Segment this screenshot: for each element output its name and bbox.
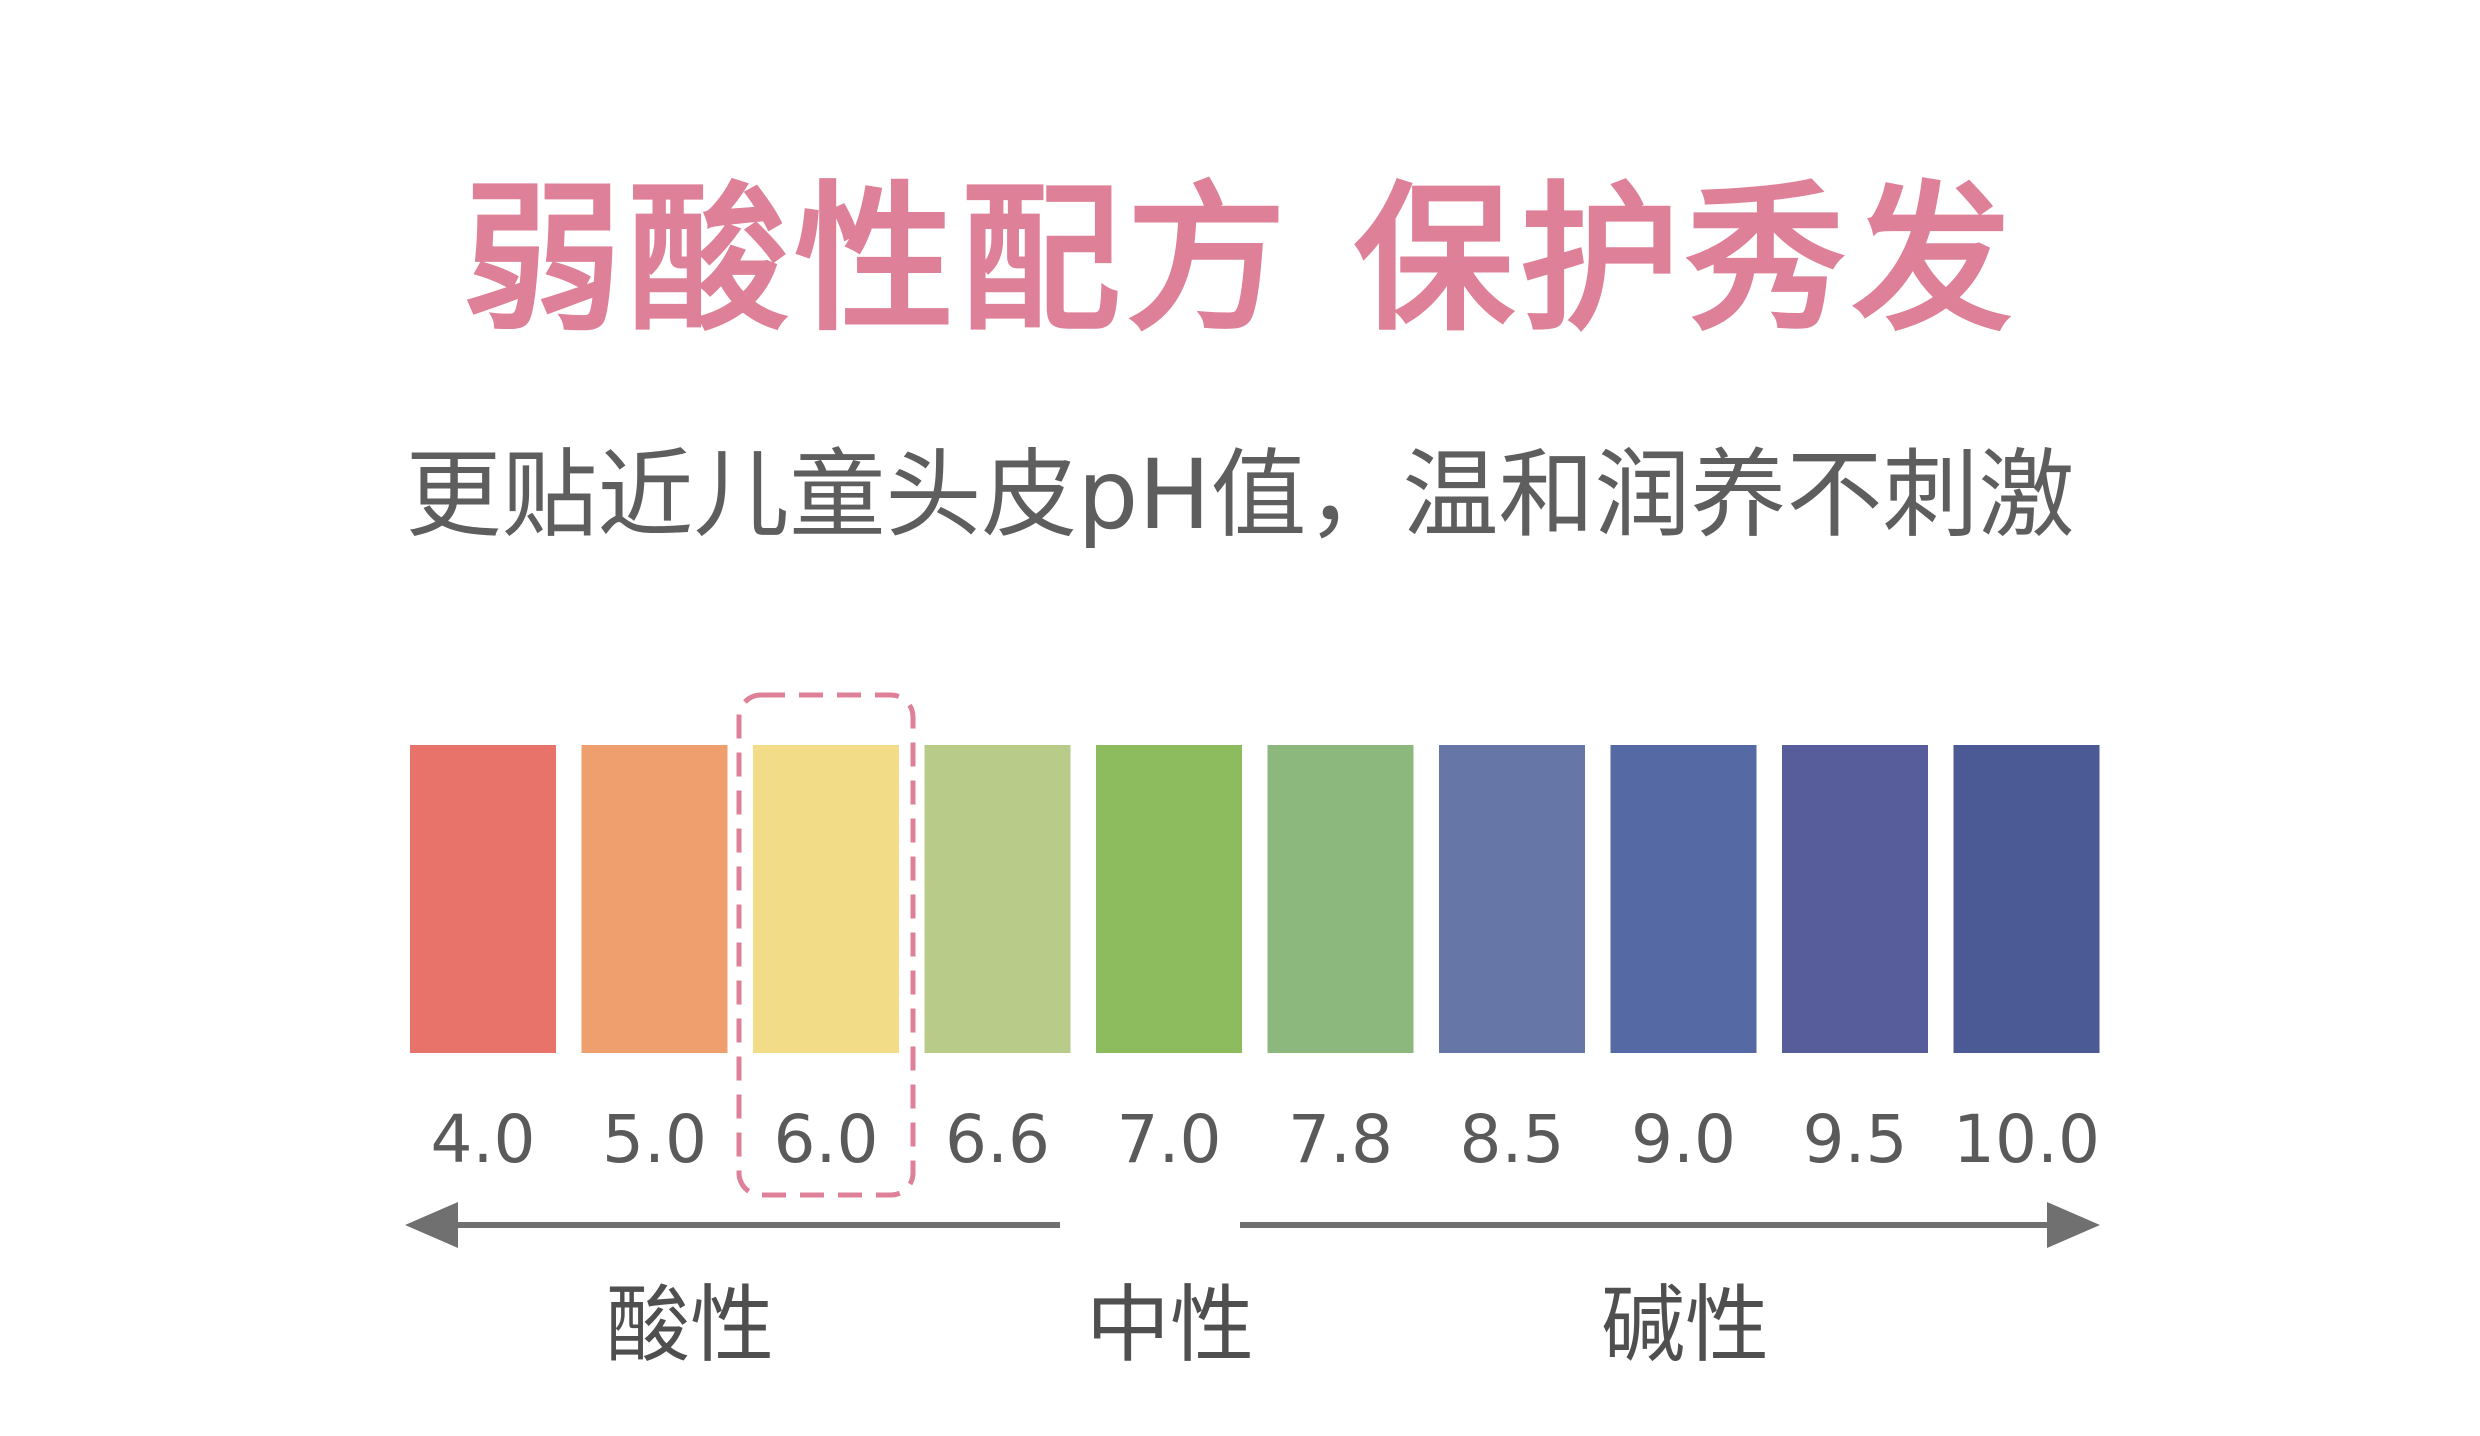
neutral-label: 中性 — [1085, 1276, 1254, 1374]
ph-value-6-6: 6.6 — [945, 1101, 1050, 1178]
ph-swatch-7-0 — [1096, 745, 1242, 1053]
alkaline-label: 碱性 — [1600, 1276, 1769, 1374]
ph-swatch-7-8 — [1267, 745, 1414, 1053]
highlight-frame — [736, 692, 916, 1198]
ph-arrows — [405, 1202, 2100, 1248]
ph-swatch-5-0 — [581, 745, 728, 1053]
ph-value-7-8: 7.8 — [1288, 1101, 1393, 1178]
ph-swatch-4-0 — [410, 745, 556, 1053]
ph-value-5-0: 5.0 — [602, 1101, 707, 1178]
ph-value-10-0: 10.0 — [1953, 1101, 2100, 1178]
headline: 弱酸性配方 保护秀发 — [462, 166, 2018, 353]
ph-swatch-8-5 — [1439, 745, 1585, 1053]
ph-swatch-10-0 — [1953, 745, 2100, 1053]
ph-value-9-5: 9.5 — [1803, 1101, 1908, 1178]
alkaline-arrow-head — [2047, 1202, 2100, 1248]
acid-arrow-head — [405, 1202, 458, 1248]
ph-swatch-6-6 — [924, 745, 1071, 1053]
ph-value-9-0: 9.0 — [1631, 1101, 1736, 1178]
ph-value-6-0: 6.0 — [774, 1101, 879, 1178]
acid-label: 酸性 — [605, 1276, 774, 1374]
ph-value-8-5: 8.5 — [1460, 1101, 1565, 1178]
ph-value-4-0: 4.0 — [431, 1101, 536, 1178]
ph-value-7-0: 7.0 — [1117, 1101, 1222, 1178]
subtitle: 更贴近儿童头皮pH值，温和润养不刺激 — [405, 439, 2075, 551]
ph-swatch-9-5 — [1782, 745, 1928, 1053]
ph-swatch-9-0 — [1610, 745, 1757, 1053]
ph-swatch-6-0 — [753, 745, 899, 1053]
